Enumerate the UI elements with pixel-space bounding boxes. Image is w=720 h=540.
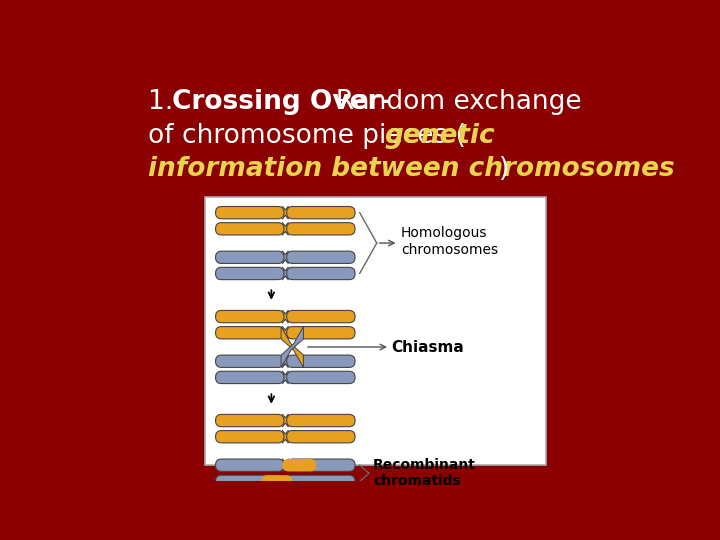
FancyBboxPatch shape — [215, 222, 284, 235]
Polygon shape — [283, 459, 287, 471]
FancyBboxPatch shape — [287, 430, 355, 443]
FancyBboxPatch shape — [215, 459, 284, 471]
Text: Recombinant
chromatids: Recombinant chromatids — [373, 458, 476, 488]
Polygon shape — [281, 327, 303, 367]
Polygon shape — [283, 267, 287, 280]
FancyBboxPatch shape — [287, 414, 355, 427]
Polygon shape — [283, 251, 287, 264]
Text: information between chromosomes: information between chromosomes — [148, 156, 675, 181]
Polygon shape — [283, 310, 287, 323]
FancyBboxPatch shape — [215, 414, 284, 427]
FancyBboxPatch shape — [261, 475, 292, 488]
FancyBboxPatch shape — [287, 355, 355, 367]
FancyBboxPatch shape — [215, 251, 284, 264]
FancyBboxPatch shape — [287, 372, 355, 383]
Polygon shape — [281, 327, 303, 367]
Text: 1.: 1. — [148, 90, 181, 116]
FancyBboxPatch shape — [287, 310, 355, 323]
FancyBboxPatch shape — [287, 222, 355, 235]
FancyBboxPatch shape — [215, 430, 284, 443]
Text: ): ) — [499, 156, 510, 181]
FancyBboxPatch shape — [282, 459, 316, 471]
FancyBboxPatch shape — [287, 327, 355, 339]
FancyBboxPatch shape — [287, 267, 355, 280]
Polygon shape — [283, 355, 287, 367]
Polygon shape — [283, 206, 287, 219]
FancyBboxPatch shape — [204, 197, 546, 465]
FancyBboxPatch shape — [287, 251, 355, 264]
FancyBboxPatch shape — [287, 459, 355, 471]
FancyBboxPatch shape — [287, 475, 355, 488]
Polygon shape — [283, 327, 287, 339]
FancyBboxPatch shape — [215, 310, 284, 323]
FancyBboxPatch shape — [215, 372, 284, 383]
Polygon shape — [283, 222, 287, 235]
Polygon shape — [283, 414, 287, 427]
Text: Random exchange: Random exchange — [319, 90, 581, 116]
FancyBboxPatch shape — [215, 327, 284, 339]
Text: Crossing Over-: Crossing Over- — [172, 90, 392, 116]
Polygon shape — [283, 430, 287, 443]
Polygon shape — [283, 372, 287, 383]
FancyBboxPatch shape — [287, 206, 355, 219]
Text: of chromosome pieces (: of chromosome pieces ( — [148, 123, 466, 148]
FancyBboxPatch shape — [215, 206, 284, 219]
Text: Chiasma: Chiasma — [392, 340, 464, 354]
FancyBboxPatch shape — [215, 355, 284, 367]
Text: Homologous
chromosomes: Homologous chromosomes — [401, 226, 498, 256]
FancyBboxPatch shape — [215, 267, 284, 280]
Text: genetic: genetic — [384, 123, 495, 148]
FancyBboxPatch shape — [215, 475, 284, 488]
Polygon shape — [283, 475, 287, 488]
